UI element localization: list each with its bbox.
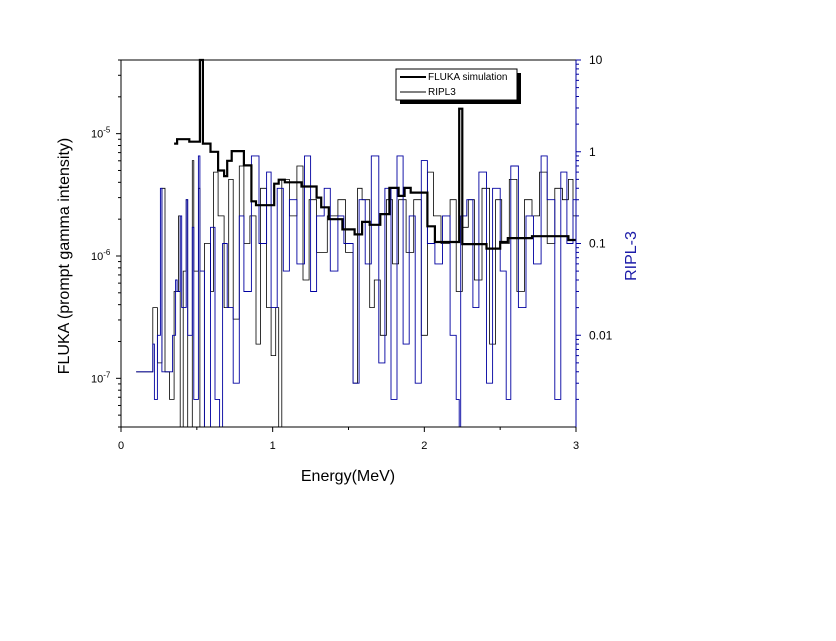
right-tick-label: 0.01 xyxy=(589,328,613,342)
left-tick-label: 10-6 xyxy=(91,248,111,263)
right-axis-ticks: 0.01 0.1 1 10 xyxy=(576,53,613,400)
left-tick-exponent: -7 xyxy=(103,370,111,379)
legend-label-ripl3: RIPL3 xyxy=(428,87,456,98)
left-tick-base: 10 xyxy=(91,129,103,141)
x-tick-label: 3 xyxy=(573,440,579,452)
left-tick-base: 10 xyxy=(91,251,103,263)
left-axis-ticks: 10-710-610-5 xyxy=(91,59,121,428)
left-axis-title: FLUKA (prompt gamma intensity) xyxy=(56,138,73,375)
legend-label-fluka: FLUKA simulation xyxy=(428,72,507,83)
right-axis-title: RIPL-3 xyxy=(623,231,640,281)
x-axis-ticks: 0 1 2 3 xyxy=(118,427,579,452)
right-tick-label: 0.1 xyxy=(589,237,606,251)
x-tick-label: 0 xyxy=(118,440,124,452)
ripl3-blue-series xyxy=(136,155,576,428)
left-tick-base: 10 xyxy=(91,373,103,385)
fluka-line xyxy=(174,58,576,250)
right-tick-label: 1 xyxy=(589,145,596,159)
left-tick-exponent: -6 xyxy=(103,248,111,257)
fluka-series xyxy=(174,58,576,250)
legend-box xyxy=(395,68,518,101)
x-axis-title: Energy(MeV) xyxy=(301,468,395,485)
left-tick-exponent: -5 xyxy=(103,126,111,135)
left-tick-label: 10-7 xyxy=(91,370,111,385)
right-tick-label: 10 xyxy=(589,53,603,67)
x-tick-label: 2 xyxy=(421,440,427,452)
legend: FLUKA simulation RIPL3 xyxy=(395,68,521,104)
ripl3-blue-line xyxy=(136,155,576,428)
x-tick-label: 1 xyxy=(270,440,276,452)
left-tick-label: 10-5 xyxy=(91,126,111,141)
